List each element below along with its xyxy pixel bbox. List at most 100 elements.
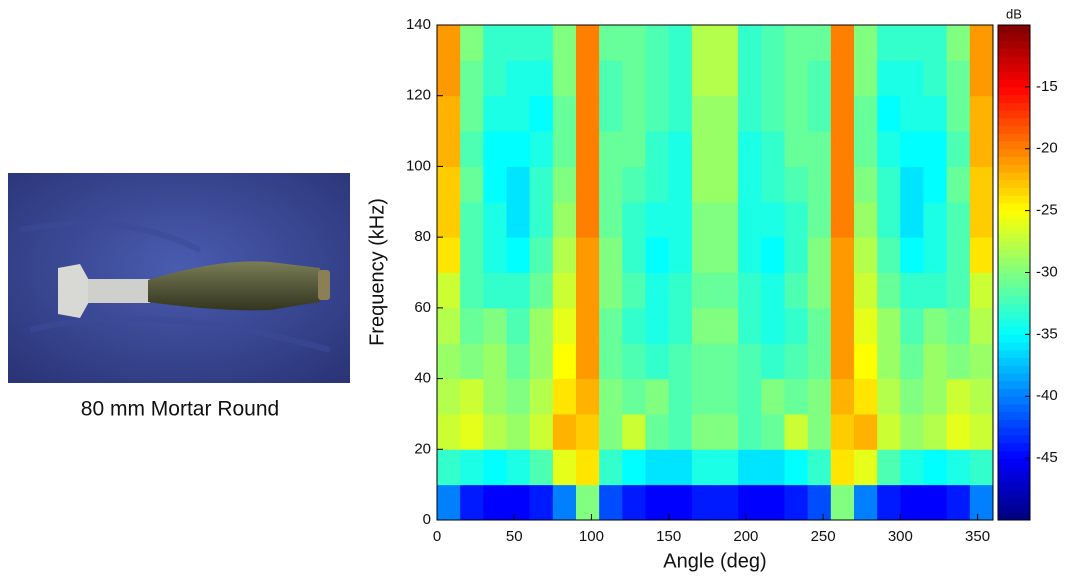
heat-cell [715, 166, 739, 203]
y-tick-label: 100 [406, 157, 431, 174]
heat-cell [691, 413, 716, 450]
heat-cell [877, 307, 901, 344]
heat-cell [460, 95, 484, 132]
heat-cell [877, 449, 901, 486]
colorbar-step [998, 465, 1030, 475]
heat-cell [529, 25, 554, 61]
colorbar-step [998, 164, 1030, 173]
heat-cell [784, 307, 809, 344]
heat-cell [645, 166, 670, 203]
x-axis-label: Angle (deg) [663, 550, 766, 572]
heat-cell [761, 484, 785, 521]
heat-cell [599, 25, 623, 61]
heat-cell [529, 272, 554, 309]
heat-cell [437, 25, 461, 61]
heat-cell [437, 95, 461, 132]
heat-cell [761, 201, 785, 238]
y-tick-label: 120 [406, 87, 431, 104]
heat-cell [552, 95, 577, 132]
heat-cell [761, 449, 785, 486]
heat-cell [668, 484, 693, 521]
heat-cell [900, 449, 924, 486]
heat-cell [691, 95, 716, 132]
heat-cell [715, 307, 739, 344]
heat-cell [923, 307, 948, 344]
heat-cell [807, 378, 832, 415]
heat-cell [784, 413, 809, 450]
heat-cell [946, 272, 971, 309]
heat-cell [506, 25, 531, 61]
heat-cell [830, 237, 855, 273]
heat-cell [807, 413, 832, 450]
heat-cell [645, 201, 670, 238]
heat-cell [691, 60, 716, 97]
heat-cell [691, 343, 716, 380]
heat-cell [506, 166, 531, 203]
heat-cell [483, 201, 507, 238]
heat-cell [599, 60, 623, 97]
heat-cell [807, 307, 832, 344]
heat-cell [923, 166, 948, 203]
y-tick-label: 40 [414, 370, 431, 387]
heat-cell [900, 237, 924, 273]
colorbar-step [998, 202, 1030, 212]
heat-cell [738, 201, 762, 238]
heat-cell [437, 449, 461, 486]
plot-frame [436, 24, 994, 521]
heat-cell [645, 378, 670, 415]
colorbar-tick-label: -40 [1036, 387, 1058, 404]
heat-cell [599, 378, 623, 415]
heat-cell [599, 449, 623, 486]
heat-cell [900, 272, 924, 309]
heat-cell [552, 484, 577, 521]
heat-cell [715, 237, 739, 273]
x-tick-label: 100 [579, 528, 604, 545]
heat-cell [529, 60, 554, 97]
heat-cell [923, 413, 948, 450]
heat-cell [552, 343, 577, 380]
colorbar-tick-label: -30 [1036, 263, 1058, 280]
heat-cell [599, 343, 623, 380]
heat-cell [576, 413, 600, 450]
heat-cell [529, 378, 554, 415]
heat-cell [437, 237, 461, 273]
heat-cell [900, 307, 924, 344]
heat-cell [761, 166, 785, 203]
colorbar-step [998, 110, 1030, 119]
heat-cell [900, 131, 924, 167]
heat-cell [900, 413, 924, 450]
colorbar-step [998, 257, 1030, 266]
heat-cell [506, 343, 531, 380]
heat-cell [668, 166, 693, 203]
heat-cell [969, 378, 994, 415]
heat-cell [969, 237, 994, 273]
colorbar-tick-label: -45 [1036, 449, 1058, 466]
heat-cell [483, 449, 507, 486]
heat-cell [645, 484, 670, 521]
heat-cell [738, 449, 762, 486]
heat-cell [900, 378, 924, 415]
heat-cell [529, 449, 554, 486]
heat-cell [691, 484, 716, 521]
heat-cell [437, 307, 461, 344]
y-tick-label: 140 [406, 16, 431, 33]
heat-cell [460, 378, 484, 415]
colorbar-step [998, 342, 1030, 351]
heat-cell [622, 378, 646, 415]
heat-cell [784, 449, 809, 486]
colorbar-step [998, 264, 1030, 273]
heat-cell [529, 237, 554, 273]
heat-cell [854, 166, 878, 203]
heat-cell [599, 166, 623, 203]
heat-cell [900, 201, 924, 238]
colorbar-step [998, 396, 1030, 405]
heat-cell [969, 413, 994, 450]
heat-cell [807, 237, 832, 273]
heat-cell [506, 201, 531, 238]
heat-cell [552, 237, 577, 273]
heat-cell [854, 343, 878, 380]
heat-cell [784, 343, 809, 380]
colorbar-step [998, 32, 1030, 41]
heat-cell [483, 378, 507, 415]
